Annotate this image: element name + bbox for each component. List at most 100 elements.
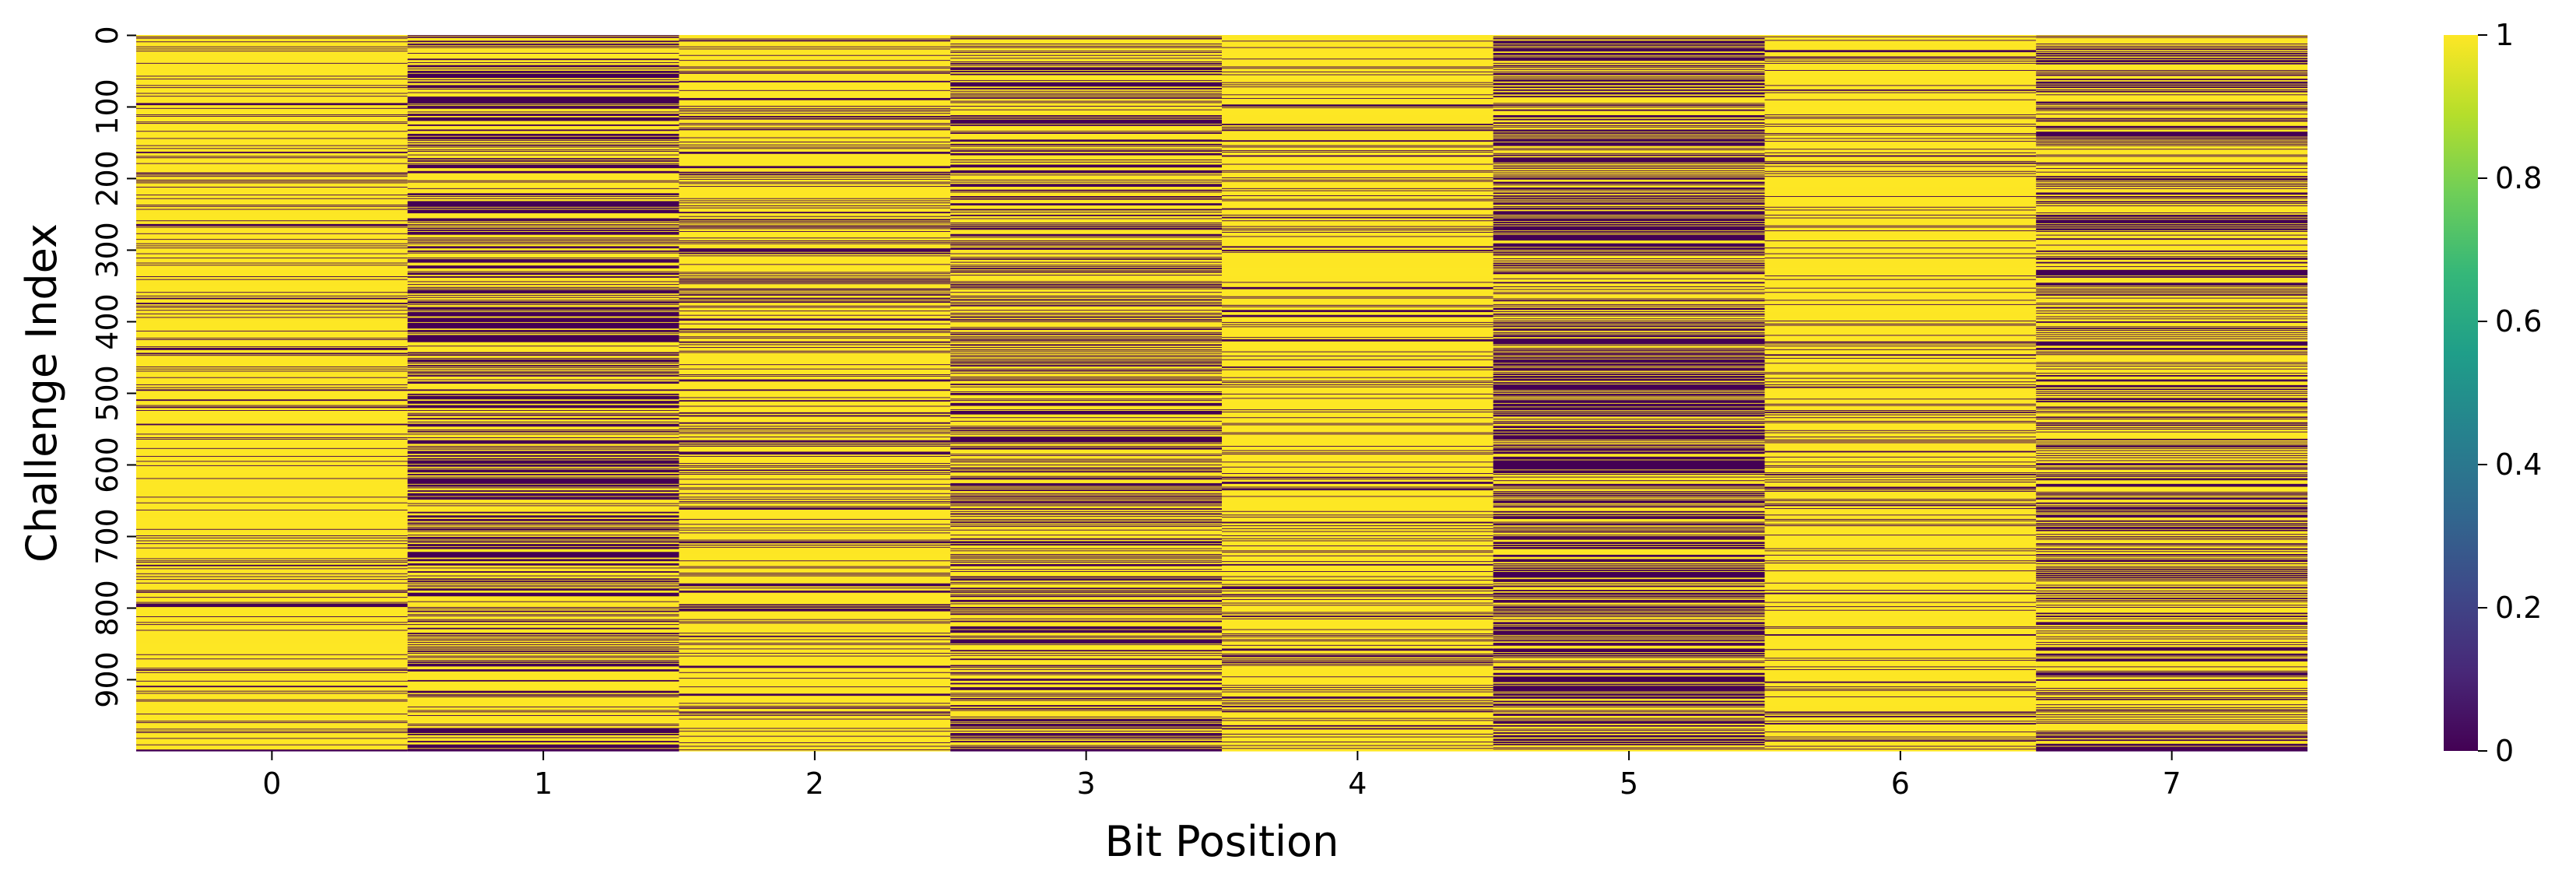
- heatmap-cell: [1222, 360, 1493, 363]
- heatmap-cell: [407, 724, 679, 726]
- heatmap-cell: [679, 694, 951, 696]
- heatmap-cell: [1222, 654, 1493, 656]
- heatmap-cell: [950, 85, 1222, 86]
- heatmap-cell: [136, 545, 408, 547]
- heatmap-cell: [1222, 339, 1493, 340]
- heatmap-cell: [679, 639, 951, 640]
- heatmap-cell: [679, 518, 951, 520]
- heatmap-cell: [407, 240, 679, 241]
- heatmap-cell: [679, 170, 951, 173]
- heatmap-cell: [407, 54, 679, 57]
- heatmap-cell: [136, 146, 408, 149]
- heatmap-cell: [136, 37, 408, 40]
- heatmap-cell: [136, 219, 408, 221]
- heatmap-cell: [407, 69, 679, 71]
- heatmap-cell: [679, 175, 951, 177]
- heatmap-cell: [136, 124, 408, 125]
- heatmap-cell: [679, 116, 951, 118]
- heatmap-cell: [136, 512, 408, 514]
- heatmap-cell: [679, 211, 951, 212]
- heatmap-cell: [136, 105, 408, 107]
- heatmap-cell: [950, 580, 1222, 581]
- heatmap-cell: [136, 240, 408, 241]
- heatmap-cell: [136, 616, 408, 617]
- heatmap-cell: [950, 473, 1222, 475]
- heatmap-cell: [136, 245, 408, 247]
- heatmap-cell: [1222, 198, 1493, 200]
- heatmap-cell: [950, 728, 1222, 730]
- heatmap-cell: [407, 229, 679, 230]
- heatmap-cell: [679, 46, 951, 48]
- heatmap-cell: [136, 482, 408, 484]
- heatmap-cell: [679, 114, 951, 116]
- heatmap-cell: [679, 405, 951, 408]
- heatmap-cell: [1222, 497, 1493, 499]
- heatmap-cell: [136, 454, 408, 456]
- heatmap-cell: [407, 86, 679, 87]
- heatmap-cell: [136, 509, 408, 510]
- heatmap-cell: [950, 373, 1222, 374]
- heatmap-cell: [950, 433, 1222, 435]
- heatmap-cell: [679, 724, 951, 726]
- heatmap-cell: [407, 480, 679, 482]
- heatmap-cell: [136, 284, 408, 286]
- heatmap-cell: [407, 342, 679, 344]
- heatmap-cell: [950, 304, 1222, 307]
- heatmap-cell: [407, 537, 679, 539]
- heatmap-cell: [679, 35, 951, 37]
- heatmap-cell: [407, 204, 679, 205]
- heatmap-cell: [136, 40, 408, 42]
- heatmap-cell: [407, 682, 679, 684]
- heatmap-cell: [407, 49, 679, 51]
- heatmap-cell: [679, 489, 951, 491]
- heatmap-cell: [407, 394, 679, 396]
- heatmap-cell: [136, 253, 408, 255]
- heatmap-cell: [407, 244, 679, 247]
- heatmap-cell: [679, 115, 951, 117]
- heatmap-cell: [950, 556, 1222, 559]
- heatmap-cell: [950, 742, 1222, 745]
- heatmap-cell: [136, 213, 408, 215]
- heatmap-cell: [1222, 151, 1493, 153]
- heatmap-cell: [136, 590, 408, 591]
- heatmap-cell: [407, 570, 679, 571]
- heatmap-cell: [679, 551, 951, 552]
- heatmap-cell: [136, 487, 408, 489]
- heatmap-cell: [679, 409, 951, 411]
- heatmap-cell: [407, 546, 679, 549]
- heatmap-cell: [950, 457, 1222, 459]
- heatmap-cell: [136, 466, 408, 468]
- heatmap-cell: [407, 274, 679, 275]
- heatmap-cell: [136, 550, 408, 552]
- heatmap-cell: [679, 697, 951, 699]
- heatmap-cell: [407, 439, 679, 441]
- heatmap-cell: [679, 668, 951, 669]
- heatmap-cell: [136, 326, 408, 328]
- heatmap-cell: [679, 52, 951, 54]
- heatmap-cell: [407, 579, 679, 581]
- heatmap-cell: [950, 567, 1222, 569]
- heatmap-cell: [679, 416, 951, 418]
- heatmap-cell: [950, 363, 1222, 364]
- heatmap-cell: [407, 107, 679, 109]
- heatmap-cell: [407, 51, 679, 53]
- heatmap-cell: [1222, 665, 1493, 668]
- heatmap-cell: [679, 267, 951, 268]
- heatmap-cell: [1222, 464, 1493, 465]
- heatmap-cell: [407, 745, 679, 747]
- heatmap-cell: [679, 517, 951, 519]
- heatmap-cell: [679, 309, 951, 310]
- heatmap-cell: [950, 254, 1222, 256]
- heatmap-cell: [136, 702, 408, 703]
- heatmap-cell: [1222, 552, 1493, 553]
- heatmap-cell: [1222, 361, 1493, 363]
- heatmap-cell: [407, 254, 679, 256]
- heatmap-cell: [1222, 163, 1493, 166]
- heatmap-cell: [1222, 345, 1493, 346]
- heatmap-cell: [1222, 89, 1493, 91]
- heatmap-cell: [136, 588, 408, 589]
- heatmap-cell: [136, 603, 408, 605]
- heatmap-cell: [1222, 533, 1493, 535]
- heatmap-cell: [407, 52, 679, 54]
- heatmap-cell: [1222, 518, 1493, 521]
